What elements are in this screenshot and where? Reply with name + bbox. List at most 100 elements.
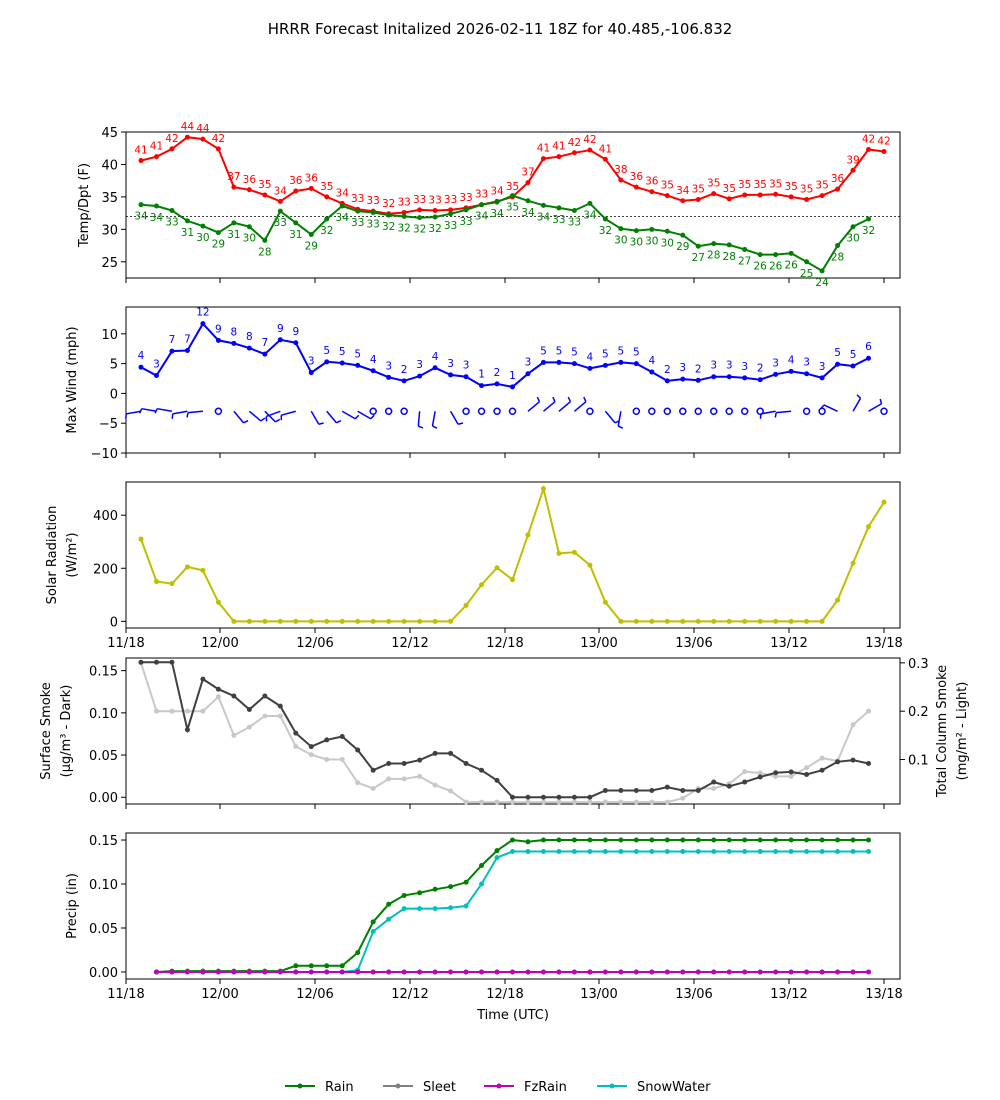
wind-data-label: 5	[602, 348, 609, 360]
temp-data-label: 37	[227, 171, 240, 183]
wind-data-label: 4	[138, 350, 145, 362]
temp-point	[277, 198, 283, 204]
wind-point	[618, 359, 624, 365]
wind-point	[540, 359, 546, 365]
wind-point	[649, 369, 655, 375]
dewpoint-point	[463, 207, 469, 213]
temp-point	[169, 146, 175, 152]
column-smoke-point	[649, 799, 655, 805]
wind-barb	[341, 410, 356, 420]
temp-point	[448, 207, 454, 213]
surface-smoke-point	[463, 760, 469, 766]
solar-point	[866, 524, 872, 530]
wind-barb	[141, 407, 157, 413]
fzrain-point	[215, 969, 221, 975]
wind-barb-flag	[567, 396, 572, 402]
rain-point	[618, 837, 624, 843]
temp-data-label: 38	[614, 164, 627, 176]
wind-point	[417, 373, 423, 379]
dewpoint-point	[339, 203, 345, 209]
temp-point	[231, 184, 237, 190]
temp-data-label: 34	[274, 185, 288, 197]
wind-point	[633, 361, 639, 367]
wind-barb	[126, 410, 142, 415]
solar-point	[788, 618, 794, 624]
fzrain-point	[293, 969, 299, 975]
column-smoke-point	[153, 708, 159, 714]
x-tick-label: 13/06	[675, 636, 712, 651]
wind-point	[866, 355, 872, 361]
dewpoint-data-label: 30	[243, 233, 256, 245]
wind-data-label: 5	[339, 346, 346, 358]
surface-smoke-point	[432, 750, 438, 756]
fzrain-point	[618, 969, 624, 975]
dewpoint-data-label: 34	[336, 212, 350, 224]
legend-marker-sleet	[395, 1083, 401, 1089]
rain-point	[293, 963, 299, 969]
wind-barb	[868, 403, 882, 412]
dewpoint-point	[540, 202, 546, 208]
rain-point	[494, 848, 500, 854]
dewpoint-data-label: 35	[506, 202, 519, 214]
surface-smoke-point	[355, 747, 361, 753]
dewpoint-point	[680, 232, 686, 238]
x-tick-label: 12/06	[296, 987, 333, 1002]
wind-data-label: 3	[525, 357, 532, 369]
x-tick-label: 12/12	[391, 636, 428, 651]
dewpoint-data-label: 30	[614, 235, 627, 247]
wind-point	[602, 362, 608, 368]
rain-point	[432, 886, 438, 892]
legend-marker-fzrain	[496, 1083, 502, 1089]
surface-smoke-point	[587, 794, 593, 800]
wind-barb-flag	[260, 417, 266, 422]
temp-data-label: 33	[475, 189, 488, 201]
surface-smoke-point	[494, 777, 500, 783]
wind-point	[726, 374, 732, 380]
temp-data-label: 34	[490, 185, 504, 197]
temp-point	[525, 180, 531, 186]
solar-point	[184, 564, 190, 570]
snowwater-point	[680, 848, 686, 854]
y-tick-label: 45	[101, 126, 118, 141]
wind-data-label: 3	[710, 360, 717, 372]
plot-frame	[125, 306, 901, 454]
wind-point	[277, 337, 283, 343]
wind-line	[140, 322, 869, 388]
rain-point	[510, 837, 515, 843]
column-smoke-point	[804, 765, 810, 771]
wind-point	[169, 348, 175, 354]
wind-point	[386, 374, 392, 380]
wind-barb	[187, 410, 203, 414]
fzrain-point	[819, 969, 825, 975]
wind-data-label: 5	[633, 347, 640, 359]
wind-data-label: 5	[556, 345, 563, 357]
temp-point	[819, 193, 825, 199]
wind-data-label: 9	[215, 323, 222, 335]
temp-data-label: 37	[521, 167, 534, 179]
wind-point	[200, 321, 206, 327]
surface-smoke-point	[324, 737, 330, 743]
legend-marker-snowwater	[609, 1083, 615, 1089]
temp-data-label: 35	[506, 181, 519, 193]
temp-point	[401, 209, 407, 215]
column-smoke-point	[308, 752, 314, 758]
panel-smoke: 0.00 0.05 0.10 0.15 Surface Smoke (μg/m³ - Da…	[39, 657, 970, 809]
wind-barb-flag	[275, 418, 281, 423]
fzrain-point	[510, 969, 515, 975]
wind-calm-ring	[709, 407, 718, 416]
y-tick-label: 30	[101, 223, 118, 238]
plot-frame	[125, 131, 901, 279]
dewpoint-data-label: 33	[568, 217, 581, 229]
column-smoke-point	[788, 773, 794, 779]
rain-point	[587, 837, 593, 843]
wind-barb	[310, 410, 320, 425]
rain-point	[788, 837, 794, 843]
rain-point	[525, 839, 531, 845]
surface-smoke-point	[215, 686, 221, 692]
snowwater-point	[386, 916, 392, 922]
dewpoint-data-label: 34	[134, 211, 148, 223]
wind-data-label: 4	[587, 351, 594, 363]
y-tick-label: −5	[99, 417, 118, 432]
temp-data-label: 36	[831, 173, 845, 185]
solar-point	[231, 618, 237, 624]
